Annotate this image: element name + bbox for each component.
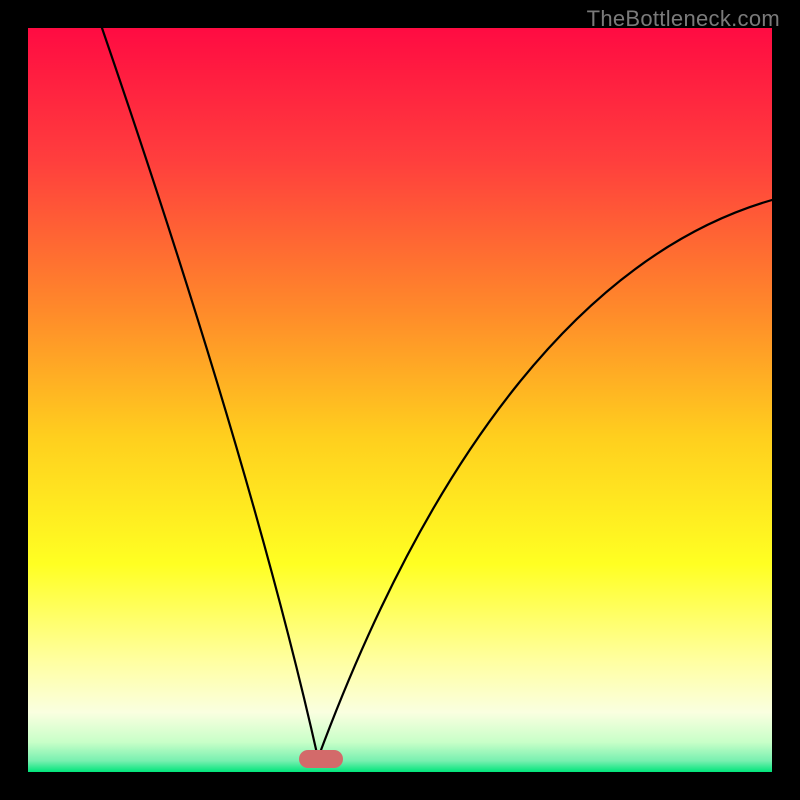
bottleneck-chart bbox=[28, 28, 772, 772]
chart-frame: TheBottleneck.com bbox=[0, 0, 800, 800]
optimal-marker bbox=[299, 750, 343, 768]
